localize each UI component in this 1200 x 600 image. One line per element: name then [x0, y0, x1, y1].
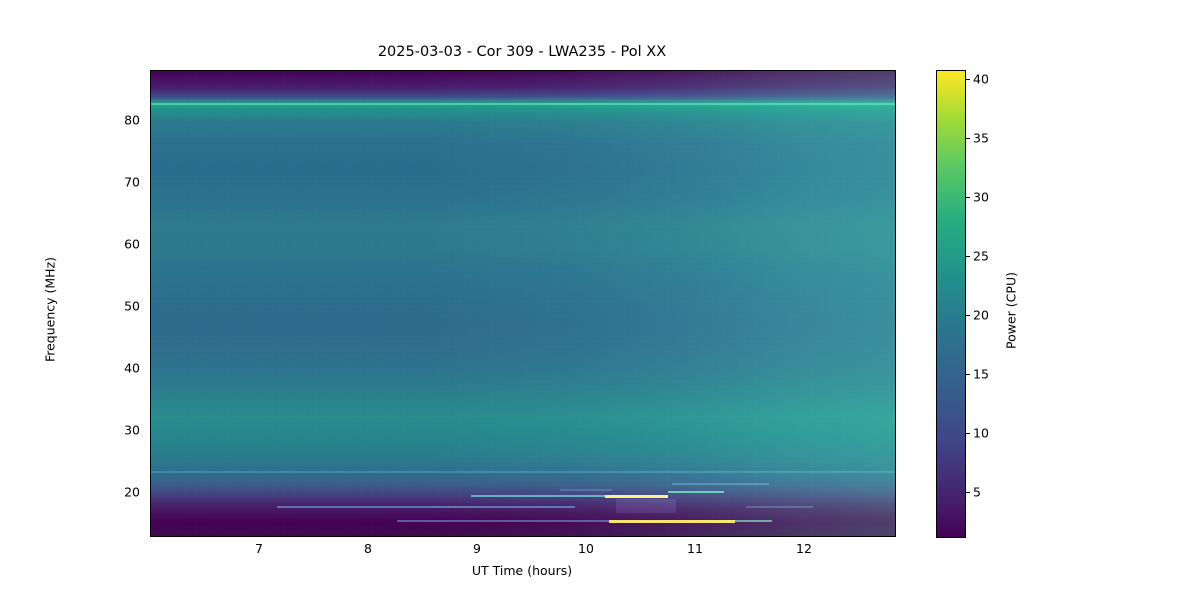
colorbar-label-15: 15: [973, 366, 989, 382]
band-edge-emission-low: [151, 470, 895, 473]
xtick-minor: [391, 536, 392, 537]
colorbar-tick-5: [966, 492, 970, 493]
xtick-major: [260, 536, 261, 537]
colorbar-tick-40: [966, 79, 970, 80]
colorbar-label-40: 40: [973, 71, 989, 87]
ytick-major: [150, 183, 151, 184]
yticklabel-70: 70: [124, 174, 140, 190]
colorbar-label-20: 20: [973, 307, 989, 323]
colorbar-label-5: 5: [973, 484, 981, 500]
ytick-major: [150, 493, 151, 494]
ytick-major: [150, 431, 151, 432]
x-axis-label: UT Time (hours): [471, 563, 573, 578]
yticklabel-80: 80: [124, 112, 140, 128]
colorbar-tick-15: [966, 374, 970, 375]
bright-emission-streak-2: [608, 520, 736, 523]
faint-streak-blue-1: [671, 482, 769, 485]
xtick-minor: [413, 536, 414, 537]
xtick-major: [587, 536, 588, 537]
faint-streak-green-2: [735, 520, 773, 523]
yticklabel-20: 20: [124, 484, 140, 500]
colorbar-tick-30: [966, 197, 970, 198]
xtick-minor: [565, 536, 566, 537]
time-block-striping-layer: [151, 71, 895, 536]
xtick-minor: [652, 536, 653, 537]
faint-streak-blue-3: [560, 489, 613, 491]
bright-emission-streak-1: [604, 495, 669, 498]
xtick-minor: [718, 536, 719, 537]
spectrogram-axes[interactable]: [150, 70, 896, 537]
xtick-minor: [500, 536, 501, 537]
ytick-major: [150, 245, 151, 246]
xtick-major: [478, 536, 479, 537]
faint-streak-green-1: [668, 490, 724, 493]
faint-streak-cyan-2: [277, 505, 576, 508]
xtick-major: [805, 536, 806, 537]
xtick-minor: [761, 536, 762, 537]
colorbar-label-10: 10: [973, 425, 989, 441]
xtick-minor: [827, 536, 828, 537]
yticklabel-50: 50: [124, 298, 140, 314]
band-edge-emission-high: [151, 103, 895, 106]
yticklabel-40: 40: [124, 360, 140, 376]
faint-patch-1: [616, 498, 676, 513]
xtick-minor: [304, 536, 305, 537]
xtick-minor: [674, 536, 675, 537]
colorbar-label-25: 25: [973, 248, 989, 264]
faint-streak-blue-2: [746, 506, 814, 509]
yticklabel-60: 60: [124, 236, 140, 252]
xtick-minor: [783, 536, 784, 537]
xtick-minor: [282, 536, 283, 537]
xticklabel-10: 10: [578, 541, 594, 556]
colorbar[interactable]: [936, 70, 966, 538]
xtick-minor: [173, 536, 174, 537]
ytick-major: [150, 307, 151, 308]
xtick-minor: [238, 536, 239, 537]
xtick-minor: [216, 536, 217, 537]
colorbar-tick-25: [966, 256, 970, 257]
colorbar-tick-10: [966, 433, 970, 434]
xtick-minor: [456, 536, 457, 537]
xtick-minor: [522, 536, 523, 537]
spectrogram-image: [151, 71, 895, 536]
xtick-minor: [740, 536, 741, 537]
faint-streak-orange: [396, 520, 609, 523]
xticklabel-9: 9: [473, 541, 481, 556]
xticklabel-7: 7: [255, 541, 263, 556]
colorbar-tick-35: [966, 138, 970, 139]
xtick-minor: [195, 536, 196, 537]
xtick-minor: [870, 536, 871, 537]
xtick-minor: [631, 536, 632, 537]
frequency-gradient-layer: [151, 71, 895, 536]
xtick-minor: [325, 536, 326, 537]
xtick-minor: [892, 536, 893, 537]
xtick-minor: [434, 536, 435, 537]
xtick-major: [369, 536, 370, 537]
faint-streak-cyan-1: [470, 495, 605, 498]
time-gain-layer: [151, 71, 895, 536]
colorbar-label-30: 30: [973, 189, 989, 205]
page-title: 2025-03-03 - Cor 309 - LWA235 - Pol XX: [377, 44, 667, 60]
xtick-major: [696, 536, 697, 537]
colorbar-label-35: 35: [973, 130, 989, 146]
y-axis-label: Frequency (MHz): [42, 256, 58, 363]
xtick-minor: [849, 536, 850, 537]
xticklabel-12: 12: [796, 541, 812, 556]
xtick-minor: [609, 536, 610, 537]
xtick-minor: [543, 536, 544, 537]
colorbar-axis-label: Power (CPU): [1003, 272, 1019, 349]
xtick-minor: [347, 536, 348, 537]
channel-striping-layer: [151, 71, 895, 536]
ytick-major: [150, 121, 151, 122]
yticklabel-30: 30: [124, 422, 140, 438]
xticklabel-11: 11: [687, 541, 703, 556]
xticklabel-8: 8: [364, 541, 372, 556]
ytick-major: [150, 369, 151, 370]
colorbar-tick-20: [966, 315, 970, 316]
